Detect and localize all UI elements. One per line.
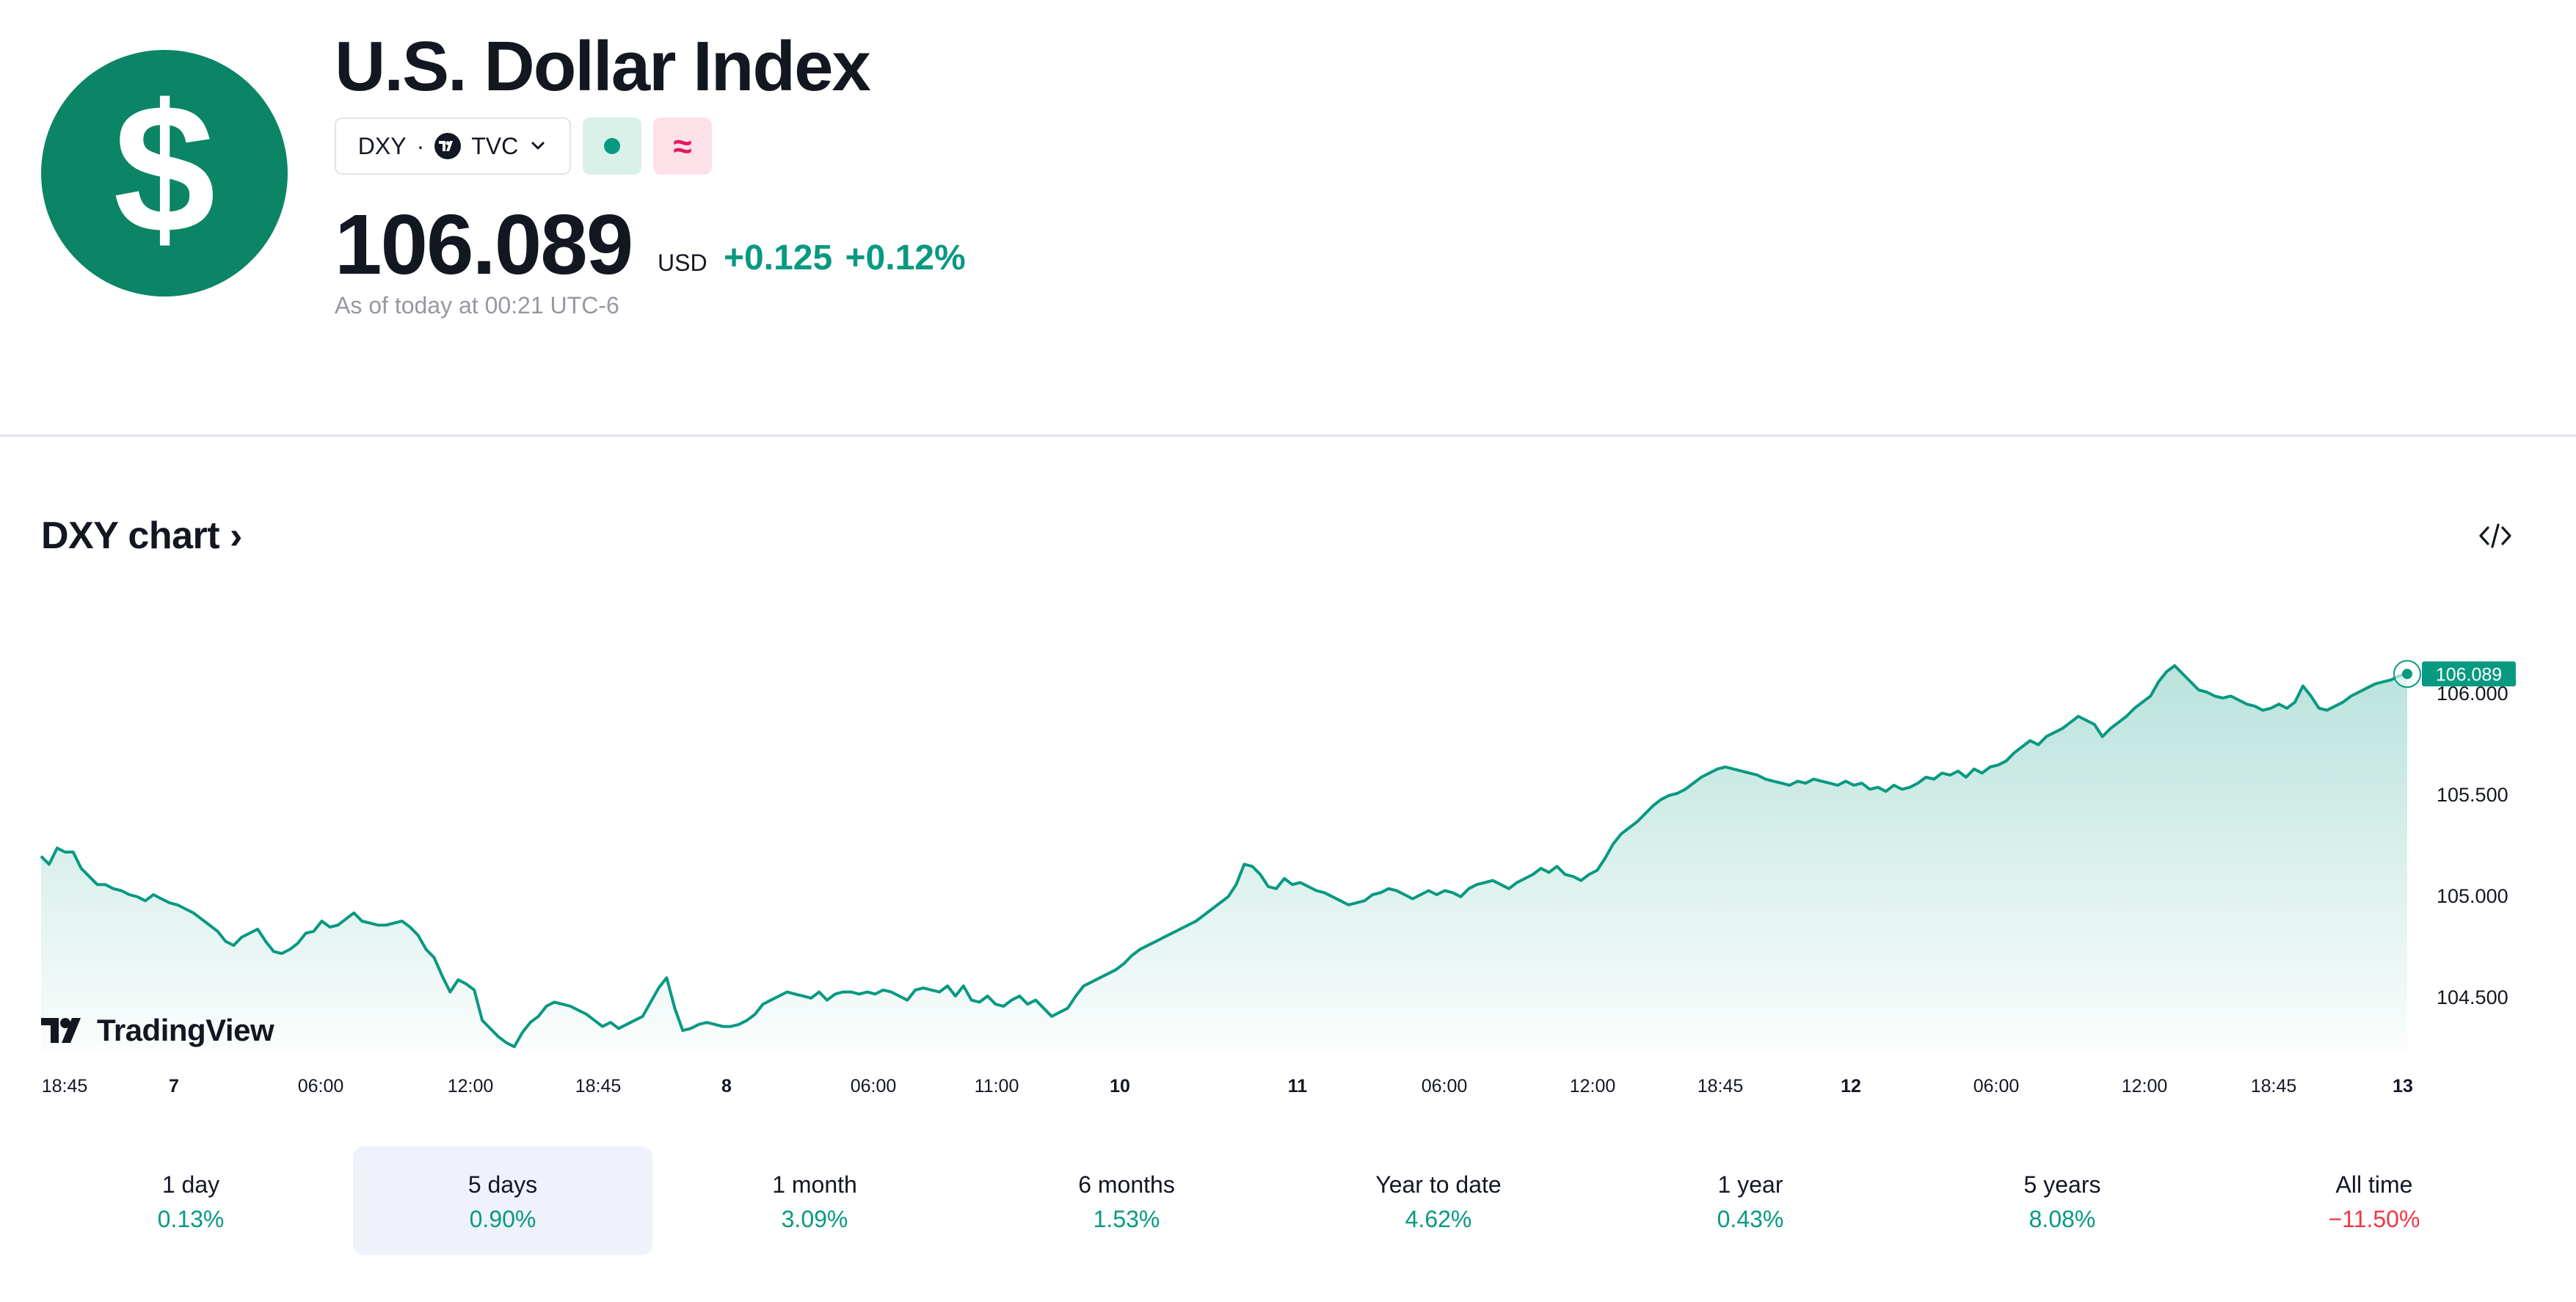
x-tick-label: 18:45	[2251, 1076, 2297, 1096]
change-absolute: +0.125	[724, 239, 833, 277]
y-tick-label: 105.000	[2437, 885, 2508, 907]
last-price-marker: 106.089	[2393, 660, 2516, 688]
price-change: +0.125 +0.12%	[724, 238, 966, 278]
period-5-years[interactable]: 5 years 8.08%	[1913, 1146, 2212, 1255]
chevron-down-icon	[531, 142, 545, 150]
x-tick-label: 12:00	[2122, 1076, 2168, 1096]
y-tick-label: 105.500	[2437, 784, 2508, 806]
x-tick-label: 8	[721, 1076, 732, 1096]
period-change: −11.50%	[2328, 1206, 2420, 1232]
x-tick-label: 06:00	[1422, 1076, 1468, 1096]
period-label: All time	[2335, 1171, 2413, 1198]
tradingview-wordmark: TradingView	[97, 1013, 274, 1047]
period-1-month[interactable]: 1 month 3.09%	[665, 1146, 964, 1255]
price-line	[40, 664, 2408, 1049]
period-6-months[interactable]: 6 months 1.53%	[977, 1146, 1276, 1255]
x-tick-label: 12	[1841, 1076, 1861, 1096]
chart-title: DXY chart	[41, 514, 220, 557]
market-open-dot-icon	[604, 138, 620, 154]
y-tick-label: 104.500	[2437, 986, 2508, 1008]
x-tick-label: 10	[1110, 1076, 1130, 1096]
symbol-ticker: DXY	[357, 132, 407, 159]
dollar-sign-icon: $	[113, 66, 215, 271]
x-tick-label: 11	[1288, 1076, 1308, 1096]
period-change: 4.62%	[1405, 1206, 1472, 1232]
approx-wave-icon: ≈	[673, 127, 692, 165]
chart-section-link[interactable]: DXY chart ›	[41, 514, 242, 558]
chevron-right-icon: ›	[230, 514, 242, 557]
period-all-time[interactable]: All time −11.50%	[2224, 1146, 2524, 1255]
period-label: 1 day	[161, 1171, 220, 1198]
period-change: 0.43%	[1717, 1206, 1784, 1232]
last-price-badge	[2422, 661, 2516, 687]
svg-text:$: $	[113, 66, 215, 271]
period-change: 0.90%	[469, 1206, 536, 1232]
x-tick-label: 18:45	[575, 1076, 622, 1096]
page-title: U.S. Dollar Index	[335, 27, 871, 106]
period-change: 0.13%	[157, 1206, 225, 1232]
tradingview-watermark[interactable]: TradingView	[41, 1013, 274, 1048]
period-label: 5 days	[467, 1171, 538, 1198]
period-change: 8.08%	[2029, 1206, 2096, 1232]
x-axis: 18:45 7 06:00 12:00 18:45 8 06:00 11:00 10 11 06:0…	[42, 1076, 2413, 1096]
tradingview-mini-icon	[434, 133, 462, 159]
x-tick-label: 12:00	[448, 1076, 494, 1096]
separator-dot: ·	[416, 132, 425, 159]
delayed-data-button[interactable]: ≈	[653, 117, 712, 175]
change-percent: +0.12%	[845, 239, 966, 277]
last-price-label: 106.089	[2436, 664, 2502, 685]
period-change: 3.09%	[781, 1206, 848, 1232]
section-divider	[0, 434, 2576, 437]
symbol-logo: $	[41, 50, 288, 297]
symbol-exchange-dropdown[interactable]: DXY · TVC	[335, 117, 571, 175]
period-5-days[interactable]: 5 days 0.90%	[353, 1146, 652, 1255]
price-area	[41, 666, 2407, 1050]
period-year-to-date[interactable]: Year to date 4.62%	[1289, 1146, 1588, 1255]
x-tick-label: 06:00	[298, 1076, 344, 1096]
x-tick-label: 18:45	[42, 1076, 88, 1096]
code-embed-icon[interactable]	[2478, 518, 2513, 553]
x-tick-label: 12:00	[1570, 1076, 1616, 1096]
price-timestamp: As of today at 00:21 UTC-6	[335, 292, 619, 319]
period-label: Year to date	[1375, 1171, 1502, 1198]
x-tick-label: 13	[2393, 1076, 2413, 1096]
x-tick-label: 7	[169, 1076, 179, 1096]
period-1-day[interactable]: 1 day 0.13%	[41, 1146, 341, 1255]
performance-periods: 1 day 0.13% 5 days 0.90% 1 month 3.09% 6…	[41, 1146, 2536, 1255]
period-change: 1.53%	[1093, 1206, 1160, 1232]
price-currency: USD	[658, 250, 707, 276]
x-tick-label: 06:00	[1973, 1076, 2020, 1096]
tradingview-logo-icon	[41, 1018, 81, 1043]
price-value: 106.089	[335, 197, 633, 292]
market-status-button[interactable]	[583, 117, 641, 175]
period-label: 6 months	[1078, 1171, 1175, 1198]
x-tick-label: 11:00	[975, 1076, 1019, 1096]
period-label: 5 years	[2023, 1171, 2101, 1198]
period-label: 1 year	[1717, 1171, 1783, 1198]
period-label: 1 month	[772, 1171, 857, 1198]
x-tick-label: 06:00	[851, 1076, 897, 1096]
exchange-name: TVC	[471, 132, 519, 159]
last-price-dot	[2402, 669, 2412, 680]
period-1-year[interactable]: 1 year 0.43%	[1601, 1146, 1900, 1255]
x-tick-label: 18:45	[1698, 1076, 1744, 1096]
